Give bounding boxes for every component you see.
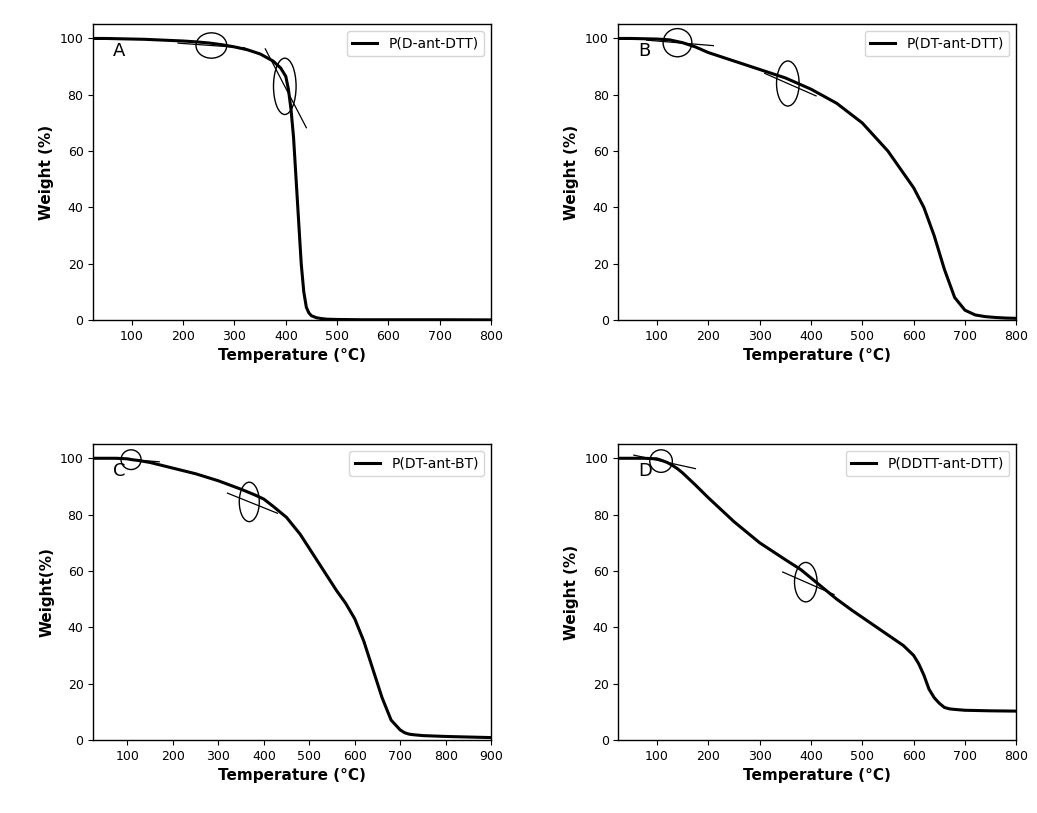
- Y-axis label: Weight (%): Weight (%): [564, 545, 580, 640]
- Text: C: C: [113, 462, 125, 480]
- Y-axis label: Weight(%): Weight(%): [39, 547, 54, 637]
- Legend: P(DT-ant-BT): P(DT-ant-BT): [349, 451, 484, 476]
- Legend: P(D-ant-DTT): P(D-ant-DTT): [346, 32, 484, 56]
- Text: D: D: [639, 462, 652, 480]
- Text: B: B: [639, 42, 650, 60]
- Y-axis label: Weight (%): Weight (%): [39, 124, 54, 220]
- X-axis label: Temperature (°C): Temperature (°C): [219, 348, 366, 363]
- X-axis label: Temperature (°C): Temperature (°C): [744, 768, 891, 783]
- Legend: P(DDTT-ant-DTT): P(DDTT-ant-DTT): [846, 451, 1009, 476]
- X-axis label: Temperature (°C): Temperature (°C): [219, 768, 366, 783]
- Y-axis label: Weight (%): Weight (%): [564, 124, 580, 220]
- Text: A: A: [113, 42, 125, 60]
- Legend: P(DT-ant-DTT): P(DT-ant-DTT): [865, 32, 1009, 56]
- X-axis label: Temperature (°C): Temperature (°C): [744, 348, 891, 363]
